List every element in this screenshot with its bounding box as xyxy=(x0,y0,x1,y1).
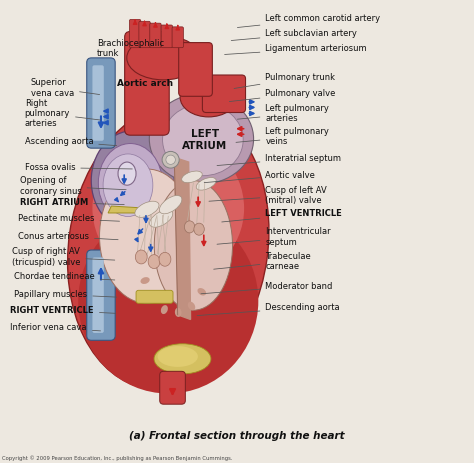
Ellipse shape xyxy=(118,162,136,185)
Text: Superior
vena cava: Superior vena cava xyxy=(31,78,100,98)
Ellipse shape xyxy=(78,208,258,394)
Text: Cusp of left AV
(mitral) valve: Cusp of left AV (mitral) valve xyxy=(209,186,327,205)
FancyBboxPatch shape xyxy=(87,250,115,340)
Circle shape xyxy=(166,155,175,164)
Ellipse shape xyxy=(180,77,237,117)
Ellipse shape xyxy=(149,94,254,184)
Polygon shape xyxy=(108,206,149,213)
Text: Ligamentum arteriosum: Ligamentum arteriosum xyxy=(225,44,367,55)
Ellipse shape xyxy=(150,210,173,227)
Ellipse shape xyxy=(184,221,195,233)
Ellipse shape xyxy=(154,344,211,374)
Polygon shape xyxy=(174,157,191,319)
Ellipse shape xyxy=(188,302,195,310)
Ellipse shape xyxy=(154,181,232,310)
Text: Trabeculae
carneae: Trabeculae carneae xyxy=(214,252,311,271)
Text: Conus arteriosus: Conus arteriosus xyxy=(18,232,118,241)
Text: Pectinate muscles: Pectinate muscles xyxy=(18,214,119,223)
Ellipse shape xyxy=(163,104,243,175)
FancyBboxPatch shape xyxy=(172,27,183,48)
Ellipse shape xyxy=(91,131,174,230)
Text: Pulmonary valve: Pulmonary valve xyxy=(229,89,336,101)
Text: Left pulmonary
veins: Left pulmonary veins xyxy=(236,127,329,146)
Text: Copyright © 2009 Pearson Education, Inc., publishing as Pearson Benjamin Cumming: Copyright © 2009 Pearson Education, Inc.… xyxy=(2,456,233,461)
Ellipse shape xyxy=(103,154,153,216)
Text: Left pulmonary
arteries: Left pulmonary arteries xyxy=(237,104,329,123)
FancyBboxPatch shape xyxy=(125,31,169,135)
Text: LEFT VENTRICLE: LEFT VENTRICLE xyxy=(222,209,342,222)
FancyBboxPatch shape xyxy=(136,290,173,303)
Ellipse shape xyxy=(159,195,182,214)
Text: Pulmonary trunk: Pulmonary trunk xyxy=(234,73,336,88)
FancyBboxPatch shape xyxy=(179,43,212,96)
Text: Left subclavian artery: Left subclavian artery xyxy=(231,29,357,40)
Ellipse shape xyxy=(148,255,160,269)
Ellipse shape xyxy=(194,223,204,235)
FancyBboxPatch shape xyxy=(202,75,246,113)
Text: LEFT
ATRIUM: LEFT ATRIUM xyxy=(182,129,228,150)
Ellipse shape xyxy=(140,277,150,284)
Text: RIGHT VENTRICLE: RIGHT VENTRICLE xyxy=(10,306,116,315)
Text: Aortic arch: Aortic arch xyxy=(117,79,173,88)
Ellipse shape xyxy=(135,201,159,217)
Text: Brachiocephalic
trunk: Brachiocephalic trunk xyxy=(97,39,164,61)
Text: Interatrial septum: Interatrial septum xyxy=(217,154,341,166)
FancyBboxPatch shape xyxy=(87,58,115,148)
Text: Moderator band: Moderator band xyxy=(201,282,333,294)
FancyBboxPatch shape xyxy=(129,19,141,48)
Ellipse shape xyxy=(99,144,162,222)
Ellipse shape xyxy=(161,305,168,314)
Text: Fossa ovalis: Fossa ovalis xyxy=(25,163,132,172)
Text: Ascending aorta: Ascending aorta xyxy=(25,137,117,146)
Text: Cusp of right AV
(tricuspid) valve: Cusp of right AV (tricuspid) valve xyxy=(12,247,115,267)
Circle shape xyxy=(162,151,179,168)
Ellipse shape xyxy=(127,36,200,80)
Ellipse shape xyxy=(68,104,269,389)
Ellipse shape xyxy=(92,134,244,282)
Ellipse shape xyxy=(100,169,194,303)
Ellipse shape xyxy=(182,171,202,183)
Ellipse shape xyxy=(135,250,147,264)
Ellipse shape xyxy=(148,294,157,302)
FancyBboxPatch shape xyxy=(160,371,185,404)
Text: Inferior vena cava: Inferior vena cava xyxy=(10,323,100,332)
Text: Descending aorta: Descending aorta xyxy=(197,303,340,316)
Text: Left common carotid artery: Left common carotid artery xyxy=(237,14,381,27)
Ellipse shape xyxy=(157,346,198,367)
FancyBboxPatch shape xyxy=(139,21,150,48)
Ellipse shape xyxy=(159,252,171,266)
Ellipse shape xyxy=(196,177,216,190)
FancyBboxPatch shape xyxy=(150,23,161,48)
Text: Interventricular
septum: Interventricular septum xyxy=(217,227,331,247)
Text: Opening of
coronary sinus: Opening of coronary sinus xyxy=(20,176,126,196)
Text: Right
pulmonary
arteries: Right pulmonary arteries xyxy=(25,99,100,128)
FancyBboxPatch shape xyxy=(161,25,173,48)
FancyBboxPatch shape xyxy=(92,257,104,333)
Text: (a) Frontal section through the heart: (a) Frontal section through the heart xyxy=(129,431,345,441)
FancyBboxPatch shape xyxy=(92,65,104,141)
Text: Papillary muscles: Papillary muscles xyxy=(14,289,117,299)
Text: Chordae tendineae: Chordae tendineae xyxy=(14,272,115,282)
Text: RIGHT ATRIUM: RIGHT ATRIUM xyxy=(20,198,124,207)
Ellipse shape xyxy=(198,288,206,295)
Text: Aortic valve: Aortic valve xyxy=(204,170,315,182)
Ellipse shape xyxy=(175,308,182,317)
